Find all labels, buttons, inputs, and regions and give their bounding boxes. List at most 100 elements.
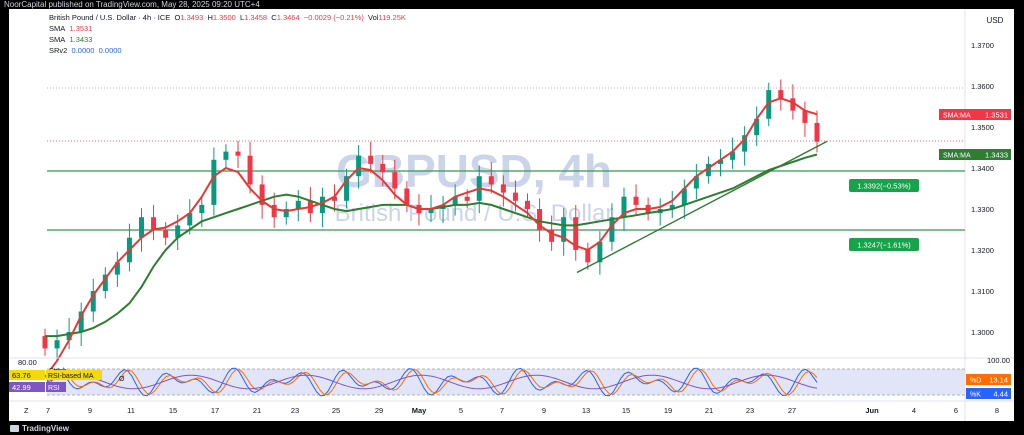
candle-body[interactable]	[199, 204, 205, 214]
candle-body[interactable]	[404, 188, 410, 205]
candle-body[interactable]	[500, 184, 506, 193]
time-tick: 5	[459, 406, 463, 415]
candle-body[interactable]	[681, 188, 687, 205]
candle-body[interactable]	[211, 159, 217, 205]
level-badge-1: 1.3392(−0.53%)	[849, 179, 919, 192]
candle-body[interactable]	[356, 155, 362, 177]
time-tick: 29	[375, 406, 383, 415]
candle-body[interactable]	[742, 135, 748, 152]
candle-body[interactable]	[621, 196, 627, 218]
stoch-k-line	[46, 367, 818, 397]
candle-body[interactable]	[283, 209, 289, 218]
candle-body[interactable]	[271, 204, 277, 218]
trendline[interactable]	[576, 140, 828, 274]
time-tick: 13	[582, 406, 590, 415]
candle-body[interactable]	[187, 213, 193, 226]
candle-body[interactable]	[597, 241, 603, 263]
osc-toggle-icon[interactable]: Ø	[119, 376, 125, 383]
time-tick: 27	[788, 406, 796, 415]
candle-body[interactable]	[78, 311, 84, 333]
candle-body[interactable]	[549, 229, 555, 242]
candle-body[interactable]	[525, 200, 530, 209]
candle-body[interactable]	[90, 291, 96, 312]
legend-symbol: British Pound / U.S. Dollar · 4h · ICE	[49, 13, 171, 22]
time-tick: 9	[88, 406, 92, 415]
candle-body[interactable]	[102, 274, 108, 291]
candle-body[interactable]	[163, 229, 169, 238]
candle-body[interactable]	[54, 340, 60, 349]
candle-body[interactable]	[609, 217, 615, 242]
candle-body[interactable]	[669, 204, 675, 209]
candle-body[interactable]	[175, 225, 181, 238]
candle-body[interactable]	[573, 217, 579, 250]
candle-body[interactable]	[139, 217, 144, 238]
candle-body[interactable]	[693, 176, 699, 189]
osc-axis-top: 100.00	[987, 356, 1010, 365]
price-tick: 1.3000	[971, 328, 994, 337]
legend-srv[interactable]: SRv2 0.0000 0.0000	[49, 46, 122, 56]
candle-body[interactable]	[114, 262, 120, 275]
chart-card: GBPUSD, 4h British Pound / U.S. Dollar U…	[9, 9, 1014, 421]
time-tick: 8	[995, 406, 999, 415]
sma-green-tag-value: 1.3433	[985, 151, 1008, 160]
sma-green-tag: SMA:MA 1.3433	[939, 149, 1011, 160]
candle-body[interactable]	[537, 209, 543, 230]
candle-body[interactable]	[235, 151, 241, 156]
time-tick: 23	[746, 406, 754, 415]
candle-body[interactable]	[754, 118, 760, 136]
candle-body[interactable]	[705, 163, 711, 177]
candle-body[interactable]	[247, 155, 253, 185]
candle-body[interactable]	[718, 159, 723, 164]
candle-body[interactable]	[259, 184, 265, 205]
time-tick: 6	[954, 406, 958, 415]
stoch-k-tag: %K 4.44	[966, 388, 1011, 399]
time-tick: 21	[253, 406, 261, 415]
legend-sma1-value: 1.3531	[69, 24, 93, 33]
time-tick: May	[412, 406, 427, 415]
candle-body[interactable]	[561, 217, 567, 242]
footer-bar	[0, 421, 1024, 435]
candle-body[interactable]	[585, 250, 591, 263]
candle-body[interactable]	[766, 90, 772, 119]
candle-body[interactable]	[332, 196, 337, 201]
rsi-ma-label: RSI-based MA	[48, 373, 94, 380]
candle-body[interactable]	[151, 217, 157, 230]
price-tick: 1.3200	[971, 246, 994, 255]
legend-sma2[interactable]: SMA 1.3433	[49, 35, 92, 45]
time-tick: 4	[912, 406, 916, 415]
candle-body[interactable]	[42, 336, 48, 349]
candle-body[interactable]	[368, 155, 374, 164]
candle-body[interactable]	[295, 200, 301, 209]
candle-body[interactable]	[452, 196, 458, 205]
legend-srv-label: SRv2	[49, 46, 68, 55]
candle-body[interactable]	[730, 151, 736, 160]
legend-sma1[interactable]: SMA 1.3531	[49, 24, 92, 34]
price-tick: 1.3100	[971, 287, 994, 296]
candle-body[interactable]	[488, 176, 494, 185]
stoch-d-tag: %D 13.14	[966, 374, 1011, 385]
tradingview-brand: TradingView	[22, 424, 69, 433]
candle-body[interactable]	[66, 332, 72, 341]
legend-sma1-label: SMA	[49, 24, 66, 33]
candle-body[interactable]	[802, 110, 808, 123]
candle-body[interactable]	[344, 176, 350, 201]
candle-body[interactable]	[428, 209, 434, 214]
candle-body[interactable]	[464, 196, 470, 201]
price-chart[interactable]: GBPUSD, 4h British Pound / U.S. Dollar U…	[9, 9, 1014, 421]
candle-body[interactable]	[392, 172, 398, 189]
candle-body[interactable]	[814, 122, 820, 142]
candle-body[interactable]	[380, 163, 386, 173]
time-tick: Jun	[865, 406, 879, 415]
tradingview-logo[interactable]: TradingView	[10, 424, 69, 433]
candle-body[interactable]	[633, 196, 639, 205]
candle-body[interactable]	[778, 90, 784, 99]
stoch-k-tag-label: %K	[970, 392, 981, 399]
candle-body[interactable]	[512, 192, 518, 201]
time-tick: 17	[211, 406, 219, 415]
candle-body[interactable]	[223, 151, 229, 160]
stoch-d-tag-value: 13.14	[989, 376, 1008, 385]
sma-red-tag-name: SMA:MA	[943, 113, 971, 120]
level-badge-2: 1.3247(−1.61%)	[849, 238, 919, 251]
timezone-label[interactable]: Z	[24, 406, 29, 415]
candle-body[interactable]	[790, 98, 796, 111]
